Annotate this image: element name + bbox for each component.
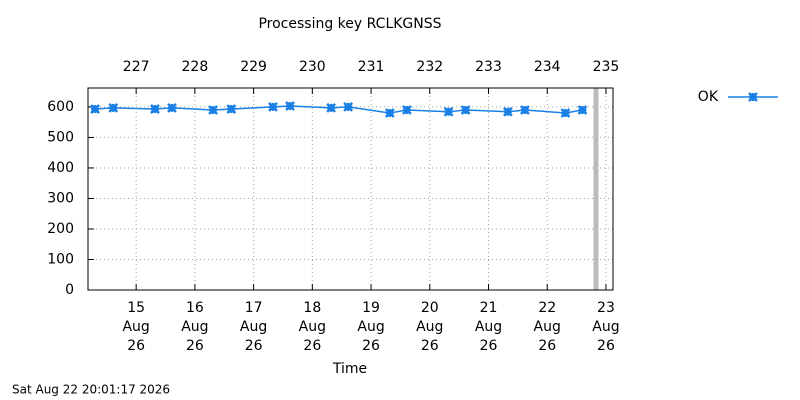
x2-tick-label: 232 <box>416 59 443 75</box>
x-tick-label: 17 Aug 26 <box>240 300 267 354</box>
x-tick-label-line: 16 <box>186 300 204 316</box>
legend-marker <box>748 92 758 102</box>
x-tick-label: 23 Aug 26 <box>592 300 619 354</box>
point <box>401 105 412 115</box>
point <box>577 105 588 115</box>
x-tick-label-line: Aug <box>122 319 149 335</box>
x-tick-label-line: 17 <box>245 300 263 316</box>
x2-tick-label: 234 <box>534 59 561 75</box>
point <box>460 105 471 115</box>
x-tick-label-line: 22 <box>538 300 556 316</box>
x2-tick-label: 233 <box>475 59 502 75</box>
x-tick-label-line: 26 <box>186 338 204 354</box>
x-tick-label-line: 26 <box>362 338 380 354</box>
x-tick-label: 18 Aug 26 <box>299 300 326 354</box>
x-tick-label-line: Aug <box>592 319 619 335</box>
point <box>90 104 100 114</box>
y-tick-label: 100 <box>47 251 74 267</box>
y-tick-label: 400 <box>47 160 74 176</box>
legend-label: OK <box>698 89 719 105</box>
y-tick-label: 300 <box>47 190 74 206</box>
x-tick-label-line: Aug <box>181 319 208 335</box>
now-marker <box>593 88 599 290</box>
chart-title: Processing key RCLKGNSS <box>258 16 441 32</box>
x-axis-label: Time <box>332 361 367 377</box>
x-tick-label: 15 Aug 26 <box>122 300 149 354</box>
x-tick-label-line: 18 <box>303 300 321 316</box>
x2-tick-label: 228 <box>182 59 209 75</box>
point <box>384 108 395 118</box>
x2-tick-label: 235 <box>593 59 620 75</box>
x-tick-label-line: 26 <box>127 338 145 354</box>
x-tick-label-line: 26 <box>303 338 321 354</box>
x-tick-label-line: Aug <box>240 319 267 335</box>
x2-tick-label: 230 <box>299 59 326 75</box>
x2-tick-label: 227 <box>123 59 150 75</box>
x-tick-label: 20 Aug 26 <box>416 300 443 354</box>
point <box>226 104 237 114</box>
point <box>502 106 513 117</box>
x-tick-label-line: 26 <box>480 338 498 354</box>
x-tick-label-line: 21 <box>480 300 498 316</box>
x2-tick-label: 229 <box>240 59 267 75</box>
x-tick-label-line: Aug <box>475 319 502 335</box>
point <box>520 105 530 115</box>
point <box>108 102 119 113</box>
y-tick-label: 600 <box>47 99 74 115</box>
x-tick-label-line: 20 <box>421 300 439 316</box>
x-tick-label: 22 Aug 26 <box>534 300 561 354</box>
y-tick-label: 200 <box>47 221 74 237</box>
y-tick-label: 500 <box>47 129 74 145</box>
timestamp: Sat Aug 22 20:01:17 2026 <box>12 383 170 397</box>
x-tick-label-line: Aug <box>299 319 326 335</box>
point <box>285 101 295 111</box>
point <box>443 106 454 117</box>
point <box>326 102 337 113</box>
x-tick-label-line: 26 <box>421 338 439 354</box>
x-tick-label-line: Aug <box>534 319 561 335</box>
point <box>167 102 177 113</box>
plot-frame <box>87 87 614 291</box>
x-tick-label: 16 Aug 26 <box>181 300 208 354</box>
x-tick-label-line: 23 <box>597 300 615 316</box>
x2-tick-label: 231 <box>358 59 385 75</box>
x-tick-label: 19 Aug 26 <box>357 300 384 354</box>
x-tick-label-line: Aug <box>416 319 443 335</box>
x-tick-label-line: 26 <box>538 338 556 354</box>
x-tick-label-line: 26 <box>245 338 263 354</box>
y-tick-label: 0 <box>65 282 74 298</box>
x-tick-label: 21 Aug 26 <box>475 300 502 354</box>
point <box>560 108 571 118</box>
x-tick-label-line: 19 <box>362 300 380 316</box>
x-tick-label-line: 15 <box>127 300 145 316</box>
point <box>150 104 160 114</box>
point <box>208 105 218 115</box>
x-tick-label-line: 26 <box>597 338 615 354</box>
point <box>268 102 278 112</box>
point <box>343 102 354 112</box>
x-tick-label-line: Aug <box>357 319 384 335</box>
